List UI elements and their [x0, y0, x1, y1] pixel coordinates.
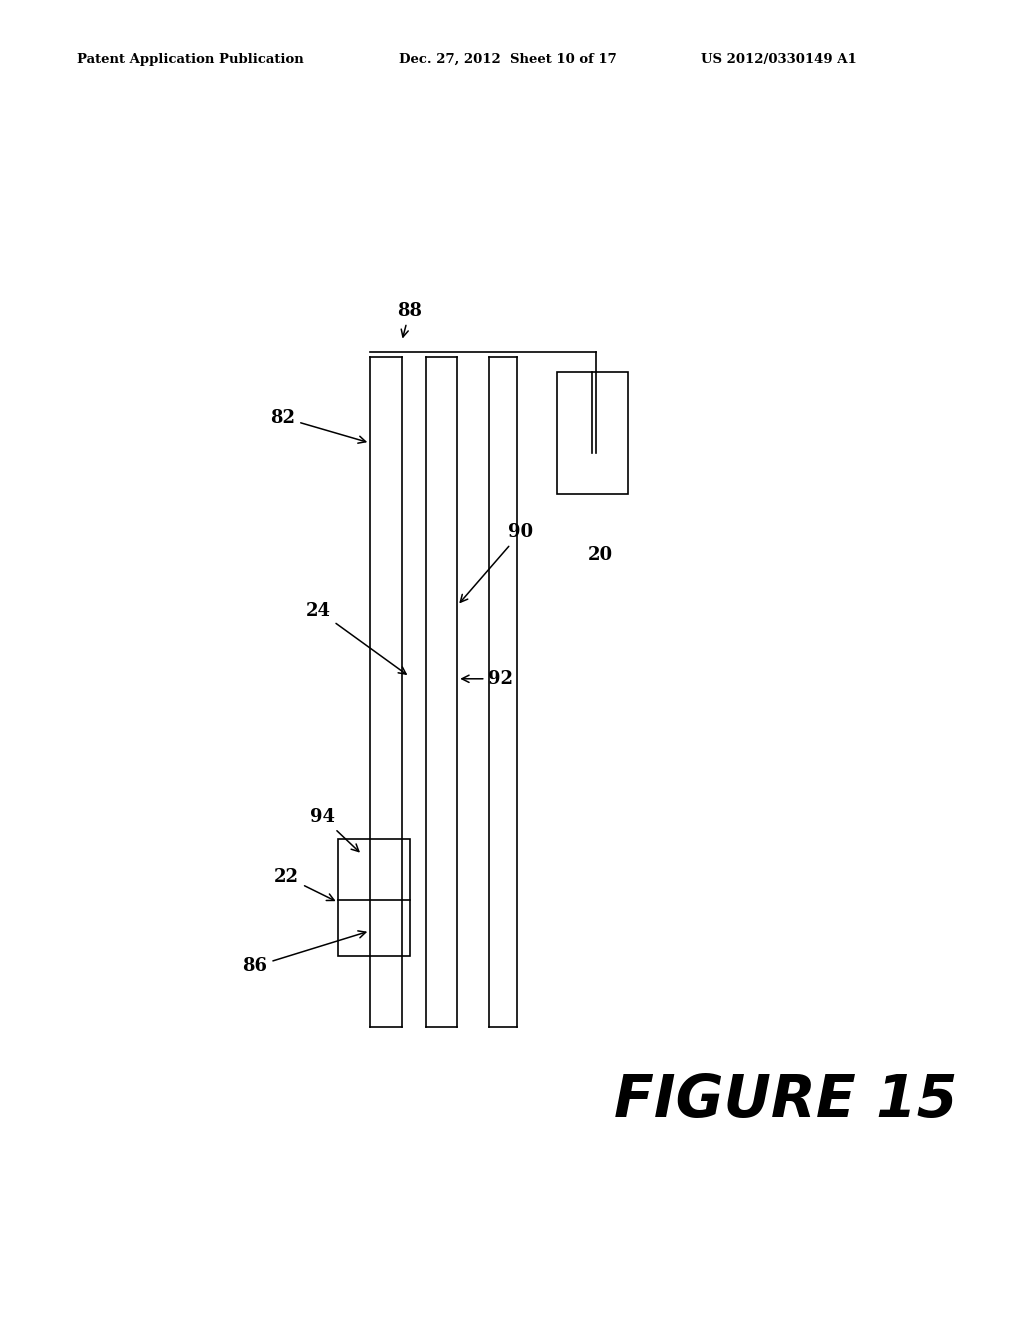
Text: 22: 22 — [274, 869, 334, 900]
Text: FIGURE 15: FIGURE 15 — [614, 1072, 957, 1129]
Text: Dec. 27, 2012  Sheet 10 of 17: Dec. 27, 2012 Sheet 10 of 17 — [399, 53, 617, 66]
Text: 94: 94 — [310, 808, 358, 851]
Text: 92: 92 — [462, 669, 513, 688]
Bar — [338, 840, 410, 956]
Text: 88: 88 — [397, 302, 422, 337]
Text: 24: 24 — [306, 602, 407, 675]
Text: 82: 82 — [270, 409, 366, 444]
Bar — [557, 372, 628, 494]
Text: US 2012/0330149 A1: US 2012/0330149 A1 — [701, 53, 857, 66]
Text: 20: 20 — [588, 545, 612, 564]
Text: 90: 90 — [460, 524, 534, 602]
Text: 86: 86 — [243, 931, 366, 975]
Text: Patent Application Publication: Patent Application Publication — [77, 53, 303, 66]
